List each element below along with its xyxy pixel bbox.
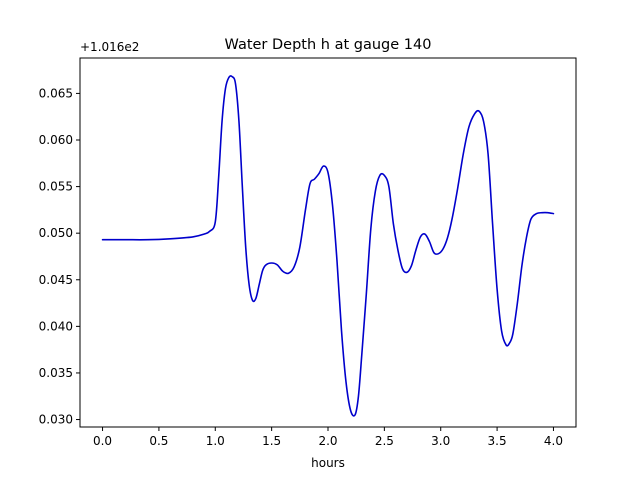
series-layer xyxy=(101,75,555,417)
y-tick-label: 0.055 xyxy=(39,180,73,194)
y-tick-label: 0.030 xyxy=(39,413,73,427)
x-tick-label: 1.0 xyxy=(206,434,225,448)
y-tick-label: 0.050 xyxy=(39,226,73,240)
x-tick-label: 2.0 xyxy=(318,434,337,448)
y-tick-label: 0.045 xyxy=(39,273,73,287)
y-tick-label: 0.040 xyxy=(39,319,73,333)
x-axis-label: hours xyxy=(311,456,345,470)
x-tick-label: 0.0 xyxy=(93,434,112,448)
chart-title: Water Depth h at gauge 140 xyxy=(225,37,432,53)
x-tick-label: 2.5 xyxy=(375,434,394,448)
y-axis: 0.030 0.035 0.040 0.045 0.050 0.055 0.060 0.065 xyxy=(39,86,80,427)
plot-background xyxy=(80,58,576,427)
series-line-0 xyxy=(101,75,555,417)
y-tick-label: 0.060 xyxy=(39,133,73,147)
x-tick-label: 4.0 xyxy=(544,434,563,448)
x-tick-label: 3.0 xyxy=(431,434,450,448)
x-axis: 0.0 0.5 1.0 1.5 2.0 2.5 3.0 3.5 4.0 xyxy=(93,427,563,448)
x-tick-label: 0.5 xyxy=(149,434,168,448)
x-tick-label: 1.5 xyxy=(262,434,281,448)
y-axis-offset-label: +1.016e2 xyxy=(80,40,139,54)
y-tick-label: 0.035 xyxy=(39,366,73,380)
y-tick-label: 0.065 xyxy=(39,86,73,100)
x-tick-label: 3.5 xyxy=(488,434,507,448)
